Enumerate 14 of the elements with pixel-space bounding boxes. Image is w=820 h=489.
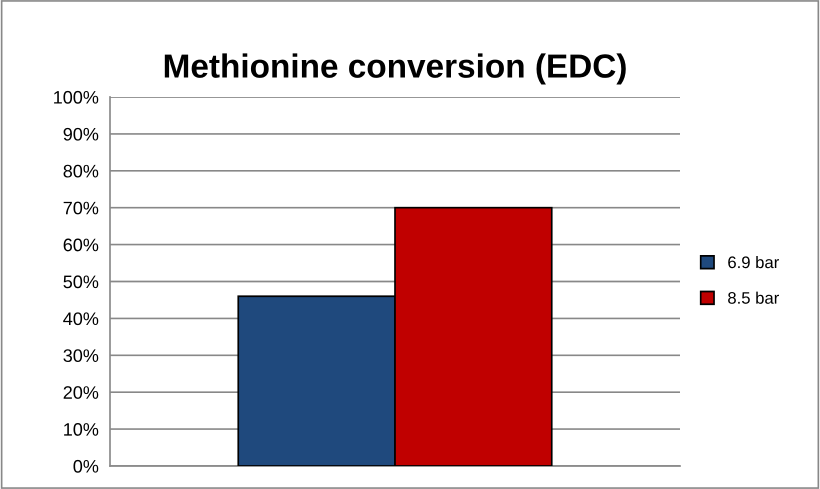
y-tick-label: 10% [64,423,98,436]
y-tick-label: 80% [64,164,98,178]
y-tick-label: 40% [63,312,98,326]
y-tick-label: 0% [74,460,98,473]
y-tick-label: 50% [63,275,98,288]
y-tick-label: 90% [64,128,98,141]
y-tick-label: 30% [63,349,98,362]
y-tick-label: 60% [64,238,98,252]
legend-label: 8.5 bar [728,292,779,304]
y-tick-label: 70% [64,202,98,214]
legend-label: 6.9 bar [728,256,779,268]
chart-title: Methionine conversion (EDC) [164,53,626,84]
y-tick-label: 20% [64,386,98,399]
y-tick-label: 100% [54,90,98,104]
